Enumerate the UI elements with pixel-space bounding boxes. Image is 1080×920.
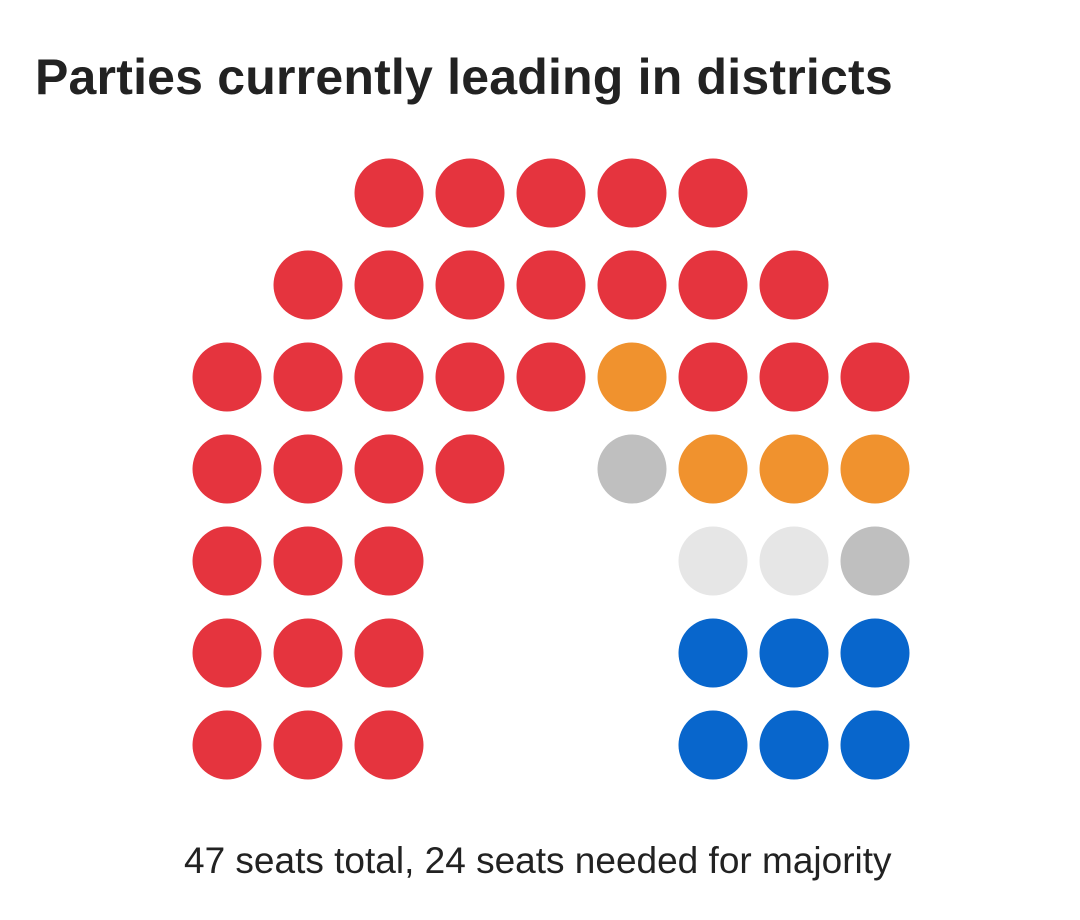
seat-dot-orange: [759, 434, 829, 504]
seat-dot-red: [192, 618, 262, 688]
seat-dot-gray: [840, 526, 910, 596]
seat-dot-red: [678, 342, 748, 412]
seat-dot-red: [435, 250, 505, 320]
seat-dot-red: [273, 618, 343, 688]
seat-dot-orange: [597, 342, 667, 412]
seat-dot-red: [597, 158, 667, 228]
seat-dot-red: [273, 342, 343, 412]
seat-dot-red: [759, 342, 829, 412]
seat-dot-red: [597, 250, 667, 320]
seat-total-caption: 47 seats total, 24 seats needed for majo…: [184, 840, 892, 881]
seat-dot-blue: [840, 618, 910, 688]
seat-dot-red: [516, 250, 586, 320]
seat-dot-orange: [840, 434, 910, 504]
seat-dot-red: [354, 342, 424, 412]
seat-dot-red: [435, 342, 505, 412]
seat-dot-red: [354, 158, 424, 228]
seat-dot-light-gray: [678, 526, 748, 596]
seat-dot-red: [273, 434, 343, 504]
seat-dot-red: [354, 618, 424, 688]
seat-dot-red: [678, 250, 748, 320]
seat-dot-red: [192, 710, 262, 780]
seat-dot-red: [354, 710, 424, 780]
seat-dot-red: [516, 158, 586, 228]
seat-dot-red: [273, 250, 343, 320]
seat-dot-red: [840, 342, 910, 412]
seat-dot-red: [192, 342, 262, 412]
seat-dot-red: [516, 342, 586, 412]
seat-dot-orange: [678, 434, 748, 504]
seat-dot-red: [192, 526, 262, 596]
seat-dot-gray: [597, 434, 667, 504]
seat-dot-blue: [759, 618, 829, 688]
seat-dot-red: [435, 158, 505, 228]
seat-dot-red: [354, 250, 424, 320]
seat-dot-red: [435, 434, 505, 504]
seat-dot-red: [273, 526, 343, 596]
seat-dot-red: [354, 526, 424, 596]
seat-dot-red: [759, 250, 829, 320]
chart-title: Parties currently leading in districts: [35, 49, 893, 105]
seat-dot-blue: [840, 710, 910, 780]
seat-dot-blue: [678, 710, 748, 780]
seat-dot-red: [678, 158, 748, 228]
seat-dot-blue: [678, 618, 748, 688]
seat-dot-red: [192, 434, 262, 504]
seat-dot-red: [273, 710, 343, 780]
seat-dot-blue: [759, 710, 829, 780]
seat-dot-red: [354, 434, 424, 504]
seat-dot-light-gray: [759, 526, 829, 596]
